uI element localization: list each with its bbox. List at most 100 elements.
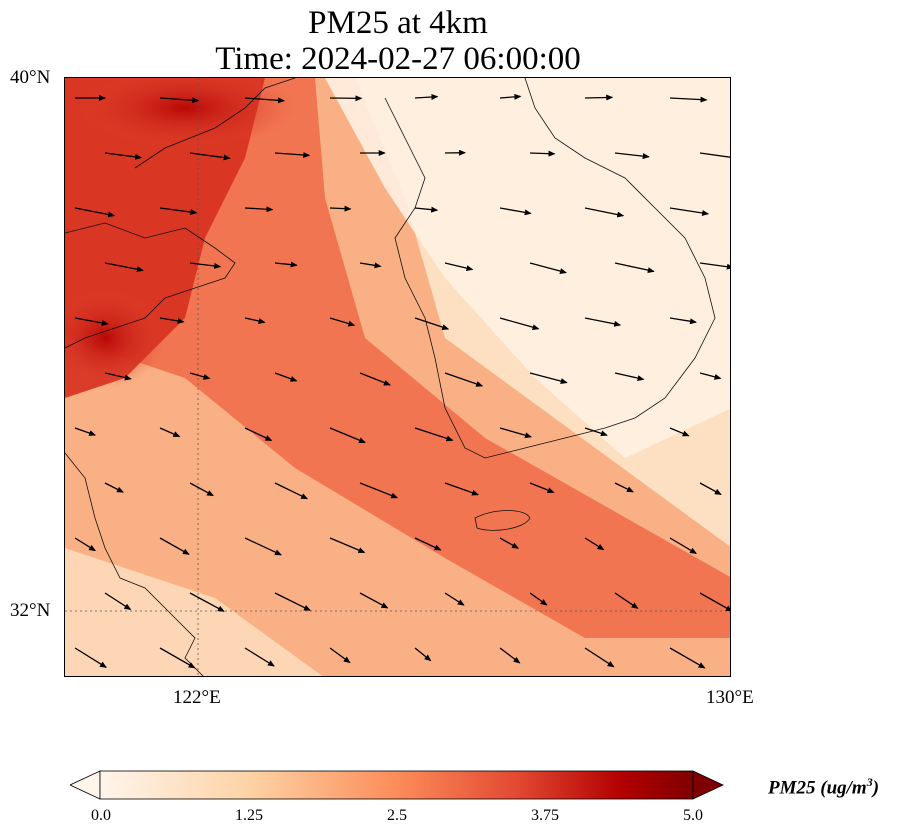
colorbar-tick-2: 2.5 — [387, 807, 407, 824]
wind-arrow — [159, 537, 190, 555]
wind-arrow — [159, 97, 200, 104]
colorbar-label-text: PM25 (ug/m — [768, 777, 867, 799]
wind-arrow — [274, 592, 311, 611]
wind-arrow — [499, 647, 521, 664]
colorbar-tick-4: 5.0 — [683, 807, 703, 824]
wind-arrow — [244, 97, 285, 104]
lon-label-130e: 130°E — [706, 687, 754, 708]
wind-arrow — [529, 482, 555, 494]
wind-arrow — [244, 206, 274, 213]
wind-arrow — [414, 93, 439, 100]
map-title-line2: Time: 2024-02-27 06:00:00 — [215, 41, 581, 77]
wind-arrow — [444, 372, 484, 387]
wind-arrow — [699, 592, 730, 612]
wind-arrow — [614, 372, 645, 382]
wind-arrow — [614, 152, 650, 160]
colorbar-label-close: ) — [872, 777, 880, 799]
wind-arrow — [444, 592, 465, 606]
wind-arrow — [414, 427, 454, 442]
wind-arrow — [669, 537, 697, 554]
wind-arrow — [699, 372, 722, 380]
wind-arrow — [529, 592, 548, 606]
wind-arrow — [414, 537, 442, 551]
map-panel[interactable] — [64, 77, 731, 677]
pm25-low-region-south — [65, 548, 323, 676]
wind-arrow — [359, 592, 389, 609]
wind-arrow — [329, 427, 366, 444]
wind-arrow — [669, 207, 710, 216]
wind-arrow — [274, 261, 298, 268]
lon-label-122e: 122°E — [173, 687, 221, 708]
wind-arrow — [74, 427, 97, 436]
wind-arrow — [74, 537, 96, 552]
wind-arrow — [699, 152, 730, 158]
wind-arrow — [414, 647, 432, 662]
colorbar-label-superscript: 3 — [866, 775, 873, 789]
wind-arrow — [499, 317, 540, 331]
colorbar-tick-1: 1.25 — [235, 807, 263, 824]
colorbar-extend-high — [692, 770, 724, 800]
wind-arrow — [159, 647, 196, 669]
wind-arrow — [244, 317, 266, 324]
wind-arrow — [699, 262, 730, 270]
wind-arrow — [584, 647, 615, 668]
colorbar — [70, 770, 724, 800]
wind-arrow — [669, 427, 690, 437]
wind-arrow — [414, 317, 450, 330]
wind-arrow — [499, 537, 519, 549]
wind-arrow — [359, 372, 391, 386]
lat-label-32n: 32°N — [10, 600, 51, 621]
wind-arrow — [244, 647, 275, 667]
wind-arrow — [189, 262, 222, 269]
colorbar-tick-0: 0.0 — [91, 807, 111, 824]
wind-arrow — [584, 427, 608, 437]
coastlines — [65, 78, 716, 676]
wind-arrow — [244, 537, 282, 556]
wind-arrow — [74, 207, 116, 218]
wind-arrow — [329, 317, 356, 327]
wind-arrow — [614, 592, 639, 609]
wind-arrow — [584, 207, 625, 218]
wind-arrow — [414, 206, 439, 213]
wind-arrow — [444, 262, 474, 272]
wind-arrow — [189, 372, 211, 380]
wind-arrow — [329, 205, 352, 212]
wind-arrow — [444, 482, 479, 496]
wind-arrow — [244, 427, 273, 441]
wind-arrow — [104, 372, 132, 381]
pm25-hotspot — [65, 288, 165, 388]
wind-arrow — [614, 262, 655, 274]
map-canvas — [65, 78, 730, 676]
wind-arrow — [359, 482, 399, 499]
colorbar-tick-3: 3.75 — [531, 807, 559, 824]
wind-arrow — [189, 482, 214, 497]
wind-arrow — [584, 317, 622, 327]
pm25-low-region — [325, 78, 730, 458]
wind-arrow — [584, 537, 605, 551]
lat-label-40n: 40°N — [10, 67, 51, 88]
wind-arrow — [274, 151, 311, 158]
colorbar-gradient — [99, 770, 694, 800]
wind-arrow — [614, 482, 634, 493]
wind-arrow — [104, 592, 132, 610]
wind-arrow — [359, 262, 382, 269]
wind-arrow — [529, 262, 567, 274]
wind-arrow — [529, 372, 568, 384]
map-title-line1: PM25 at 4km — [308, 5, 488, 41]
colorbar-extend-low — [70, 770, 101, 800]
wind-arrow — [74, 317, 109, 326]
wind-arrow — [584, 94, 614, 101]
wind-arrow — [104, 262, 144, 273]
wind-arrow — [669, 317, 697, 325]
colorbar-label: PM25 (ug/m3) — [768, 775, 879, 799]
wind-arrow — [499, 427, 532, 439]
wind-arrow — [159, 207, 198, 215]
wind-arrow — [669, 647, 706, 669]
wind-arrow — [699, 482, 722, 495]
wind-arrow — [499, 93, 522, 100]
wind-arrow — [329, 537, 366, 554]
wind-arrow — [159, 317, 185, 324]
wind-arrow — [189, 592, 225, 612]
wind-arrow — [499, 207, 532, 216]
wind-arrow — [104, 482, 124, 493]
